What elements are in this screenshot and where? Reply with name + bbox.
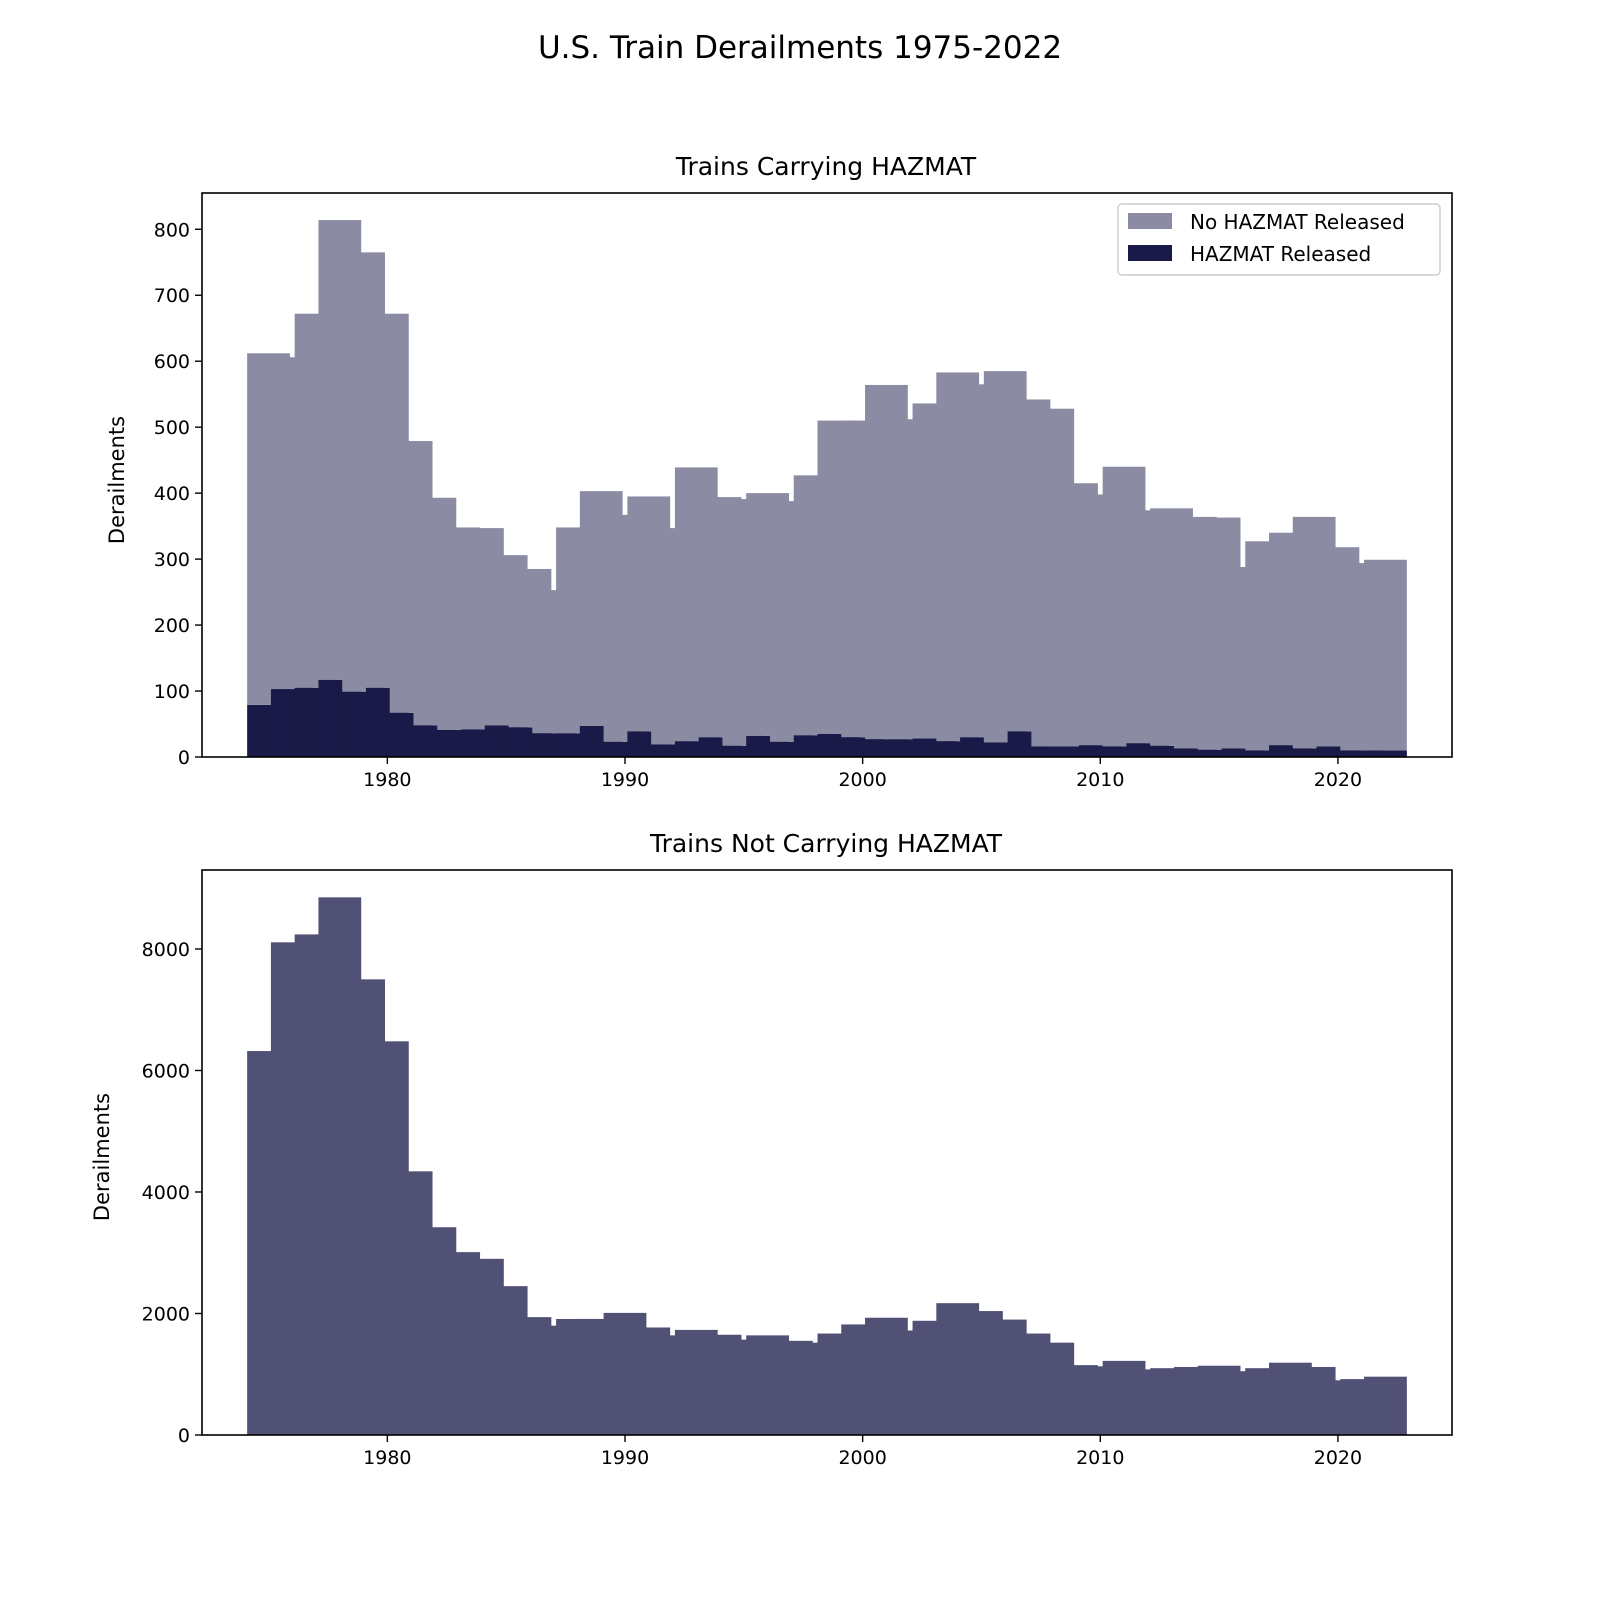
x-tick-label: 2000 (838, 1447, 886, 1469)
x-tick-label: 2010 (1076, 1447, 1124, 1469)
bar-hazmat-released-1995 (722, 745, 766, 757)
x-tick-label: 1980 (363, 769, 411, 791)
y-tick-label: 8000 (142, 939, 190, 961)
bar-hazmat-released-2010 (1078, 745, 1122, 757)
panel-title: Trains Carrying HAZMAT (675, 152, 977, 181)
bar-hazmat-released-2008 (1031, 746, 1075, 757)
x-tick-label: 2010 (1076, 769, 1124, 791)
y-tick-label: 100 (154, 681, 190, 703)
bar-hazmat-released-2017 (1245, 750, 1289, 757)
x-tick-label: 2020 (1314, 1447, 1362, 1469)
figure-title: U.S. Train Derailments 1975-2022 (538, 30, 1062, 66)
bar-hazmat-released-2016 (1221, 748, 1265, 757)
bar-hazmat-released-2020 (1316, 746, 1360, 757)
legend-label-no-hazmat-released: No HAZMAT Released (1190, 210, 1405, 234)
y-tick-label: 200 (154, 615, 190, 637)
bar-hazmat-released-2014 (1173, 748, 1217, 757)
bar-hazmat-released-2021 (1340, 750, 1384, 757)
y-axis-label: Derailments (105, 416, 129, 544)
bar-group (247, 220, 1407, 757)
x-tick-label: 2000 (838, 769, 886, 791)
bar-hazmat-released-2009 (1055, 746, 1098, 757)
axis-ticks: 1980 1990 2000 2010 2020 0 100 200 300 400 500 600 7… (154, 219, 1362, 791)
y-tick-label: 800 (154, 219, 190, 241)
y-tick-label: 500 (154, 417, 190, 439)
axis-ticks: 1980 1990 2000 2010 2020 0 2000 4000 6000 8000 (142, 939, 1362, 1469)
y-tick-label: 6000 (142, 1060, 190, 1082)
bar-hazmat-released-2013 (1150, 745, 1193, 757)
x-tick-label: 1990 (601, 1447, 649, 1469)
legend-swatch-hazmat-released (1128, 245, 1172, 261)
y-tick-label: 2000 (142, 1303, 190, 1325)
y-tick-label: 300 (154, 549, 190, 571)
legend-box (1117, 203, 1441, 276)
bar-hazmat-released-2019 (1292, 748, 1336, 757)
bar-2022 (1364, 1376, 1407, 1435)
y-tick-label: 700 (154, 285, 190, 307)
bar-no-hazmat-released-2022 (1364, 559, 1407, 751)
chart-panel-not-carrying-hazmat: Trains Not Carrying HAZMAT Derailments 1… (90, 829, 1453, 1469)
chart-panel-carrying-hazmat: Trains Carrying HAZMAT Derailments 1980 1… (105, 152, 1453, 791)
bar-hazmat-released-2018 (1269, 745, 1312, 757)
bar-hazmat-released-2011 (1102, 746, 1146, 757)
legend-label-hazmat-released: HAZMAT Released (1190, 242, 1371, 266)
panel-title: Trains Not Carrying HAZMAT (649, 829, 1003, 858)
y-axis-label: Derailments (90, 1093, 114, 1221)
y-tick-label: 600 (154, 351, 190, 373)
legend-swatch-no-hazmat-released (1128, 213, 1172, 229)
y-tick-label: 400 (154, 483, 190, 505)
y-tick-label: 4000 (142, 1182, 190, 1204)
y-tick-label: 0 (178, 1425, 190, 1447)
x-tick-label: 2020 (1314, 769, 1362, 791)
y-tick-label: 0 (178, 747, 190, 769)
x-tick-label: 1990 (601, 769, 649, 791)
bar-hazmat-released-2015 (1197, 749, 1241, 757)
bar-hazmat-released-2022 (1364, 750, 1407, 757)
x-tick-label: 1980 (363, 1447, 411, 1469)
axes-frame (201, 869, 1453, 1436)
axes-frame (201, 192, 1453, 758)
legend: No HAZMAT Released HAZMAT Released (1117, 203, 1441, 276)
bar-group (247, 897, 1407, 1435)
